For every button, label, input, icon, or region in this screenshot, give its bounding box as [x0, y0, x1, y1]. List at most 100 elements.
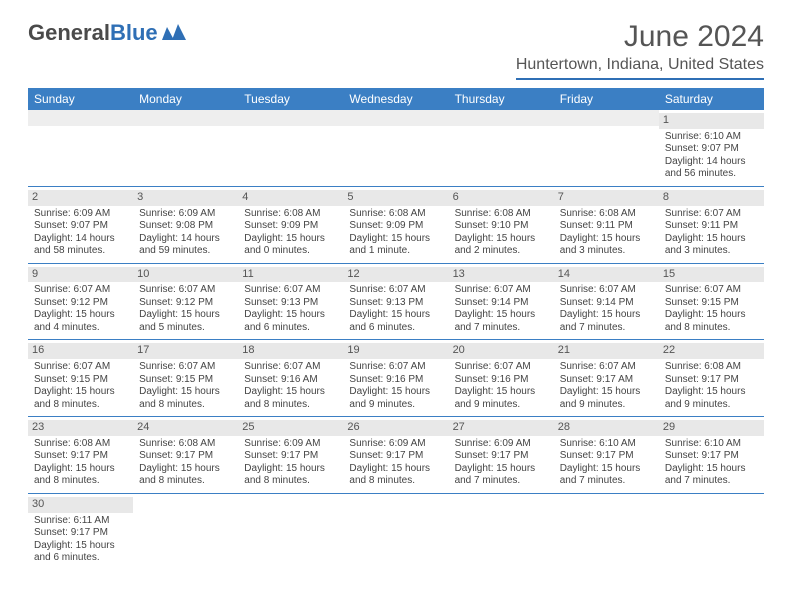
empty-cell [659, 494, 764, 570]
sunrise-text: Sunrise: 6:07 AM [34, 284, 127, 297]
calendar: SundayMondayTuesdayWednesdayThursdayFrid… [28, 88, 764, 570]
week-row: 16Sunrise: 6:07 AMSunset: 9:15 PMDayligh… [28, 339, 764, 416]
week-row: 9Sunrise: 6:07 AMSunset: 9:12 PMDaylight… [28, 263, 764, 340]
logo-text-1: General [28, 20, 110, 46]
sunset-text: Sunset: 9:17 PM [244, 450, 337, 463]
daylight-text: Daylight: 15 hours and 7 minutes. [455, 309, 548, 334]
day-cell: 27Sunrise: 6:09 AMSunset: 9:17 PMDayligh… [449, 417, 554, 493]
sunrise-text: Sunrise: 6:07 AM [560, 284, 653, 297]
sunrise-text: Sunrise: 6:08 AM [139, 438, 232, 451]
day-number: 28 [554, 420, 659, 436]
sunset-text: Sunset: 9:16 PM [349, 374, 442, 387]
daylight-text: Daylight: 15 hours and 7 minutes. [560, 309, 653, 334]
day-number: 9 [28, 267, 133, 283]
sunset-text: Sunset: 9:12 PM [139, 297, 232, 310]
day-cell: 25Sunrise: 6:09 AMSunset: 9:17 PMDayligh… [238, 417, 343, 493]
day-cell: 22Sunrise: 6:08 AMSunset: 9:17 PMDayligh… [659, 340, 764, 416]
day-cell: 17Sunrise: 6:07 AMSunset: 9:15 PMDayligh… [133, 340, 238, 416]
week-row: 30Sunrise: 6:11 AMSunset: 9:17 PMDayligh… [28, 493, 764, 570]
empty-cell [449, 110, 554, 186]
sunset-text: Sunset: 9:14 PM [560, 297, 653, 310]
sunset-text: Sunset: 9:07 PM [34, 220, 127, 233]
sunrise-text: Sunrise: 6:07 AM [455, 284, 548, 297]
day-cell: 19Sunrise: 6:07 AMSunset: 9:16 PMDayligh… [343, 340, 448, 416]
weeks-container: 1Sunrise: 6:10 AMSunset: 9:07 PMDaylight… [28, 110, 764, 570]
daylight-text: Daylight: 15 hours and 8 minutes. [244, 386, 337, 411]
sunset-text: Sunset: 9:16 PM [455, 374, 548, 387]
day-number: 24 [133, 420, 238, 436]
week-row: 1Sunrise: 6:10 AMSunset: 9:07 PMDaylight… [28, 110, 764, 186]
day-cell: 13Sunrise: 6:07 AMSunset: 9:14 PMDayligh… [449, 264, 554, 340]
daylight-text: Daylight: 15 hours and 5 minutes. [139, 309, 232, 334]
daylight-text: Daylight: 15 hours and 8 minutes. [665, 309, 758, 334]
daylight-text: Daylight: 14 hours and 56 minutes. [665, 156, 758, 181]
sunrise-text: Sunrise: 6:10 AM [665, 131, 758, 144]
sunrise-text: Sunrise: 6:07 AM [665, 208, 758, 221]
empty-daynum-strip [554, 110, 659, 126]
sunrise-text: Sunrise: 6:08 AM [560, 208, 653, 221]
sunset-text: Sunset: 9:10 PM [455, 220, 548, 233]
sunset-text: Sunset: 9:17 PM [139, 450, 232, 463]
day-header-cell: Thursday [449, 88, 554, 110]
sunset-text: Sunset: 9:12 PM [34, 297, 127, 310]
sunrise-text: Sunrise: 6:07 AM [349, 284, 442, 297]
sunset-text: Sunset: 9:15 PM [34, 374, 127, 387]
day-cell: 2Sunrise: 6:09 AMSunset: 9:07 PMDaylight… [28, 187, 133, 263]
day-number: 4 [238, 190, 343, 206]
day-cell: 11Sunrise: 6:07 AMSunset: 9:13 PMDayligh… [238, 264, 343, 340]
week-row: 23Sunrise: 6:08 AMSunset: 9:17 PMDayligh… [28, 416, 764, 493]
sunset-text: Sunset: 9:16 AM [244, 374, 337, 387]
sunset-text: Sunset: 9:17 PM [560, 450, 653, 463]
sunset-text: Sunset: 9:15 PM [139, 374, 232, 387]
daylight-text: Daylight: 15 hours and 1 minute. [349, 233, 442, 258]
empty-cell [343, 494, 448, 570]
sunset-text: Sunset: 9:17 PM [665, 374, 758, 387]
day-header-cell: Saturday [659, 88, 764, 110]
empty-cell [343, 110, 448, 186]
empty-cell [554, 110, 659, 186]
empty-daynum-strip [238, 110, 343, 126]
sunset-text: Sunset: 9:14 PM [455, 297, 548, 310]
sunset-text: Sunset: 9:13 PM [349, 297, 442, 310]
empty-daynum-strip [133, 110, 238, 126]
sunrise-text: Sunrise: 6:07 AM [34, 361, 127, 374]
day-number: 29 [659, 420, 764, 436]
day-number: 13 [449, 267, 554, 283]
daylight-text: Daylight: 15 hours and 9 minutes. [665, 386, 758, 411]
empty-daynum-strip [343, 110, 448, 126]
day-number: 11 [238, 267, 343, 283]
sunrise-text: Sunrise: 6:10 AM [665, 438, 758, 451]
daylight-text: Daylight: 15 hours and 2 minutes. [455, 233, 548, 258]
location: Huntertown, Indiana, United States [516, 56, 764, 80]
daylight-text: Daylight: 15 hours and 8 minutes. [34, 463, 127, 488]
title-block: June 2024 Huntertown, Indiana, United St… [516, 20, 764, 80]
daylight-text: Daylight: 15 hours and 8 minutes. [34, 386, 127, 411]
sunrise-text: Sunrise: 6:07 AM [349, 361, 442, 374]
sunrise-text: Sunrise: 6:08 AM [349, 208, 442, 221]
day-header-cell: Wednesday [343, 88, 448, 110]
day-cell: 24Sunrise: 6:08 AMSunset: 9:17 PMDayligh… [133, 417, 238, 493]
sunrise-text: Sunrise: 6:08 AM [455, 208, 548, 221]
empty-daynum-strip [449, 110, 554, 126]
sunrise-text: Sunrise: 6:07 AM [139, 284, 232, 297]
daylight-text: Daylight: 15 hours and 3 minutes. [665, 233, 758, 258]
day-number: 25 [238, 420, 343, 436]
logo-text-2: Blue [110, 20, 158, 46]
day-cell: 3Sunrise: 6:09 AMSunset: 9:08 PMDaylight… [133, 187, 238, 263]
day-number: 19 [343, 343, 448, 359]
empty-cell [133, 110, 238, 186]
day-cell: 8Sunrise: 6:07 AMSunset: 9:11 PMDaylight… [659, 187, 764, 263]
day-cell: 15Sunrise: 6:07 AMSunset: 9:15 PMDayligh… [659, 264, 764, 340]
sunrise-text: Sunrise: 6:07 AM [244, 361, 337, 374]
sunrise-text: Sunrise: 6:09 AM [349, 438, 442, 451]
empty-cell [554, 494, 659, 570]
day-number: 30 [28, 497, 133, 513]
day-number: 15 [659, 267, 764, 283]
day-header-row: SundayMondayTuesdayWednesdayThursdayFrid… [28, 88, 764, 110]
empty-cell [238, 110, 343, 186]
sunset-text: Sunset: 9:09 PM [244, 220, 337, 233]
sunset-text: Sunset: 9:13 PM [244, 297, 337, 310]
empty-cell [238, 494, 343, 570]
sunset-text: Sunset: 9:15 PM [665, 297, 758, 310]
day-number: 17 [133, 343, 238, 359]
